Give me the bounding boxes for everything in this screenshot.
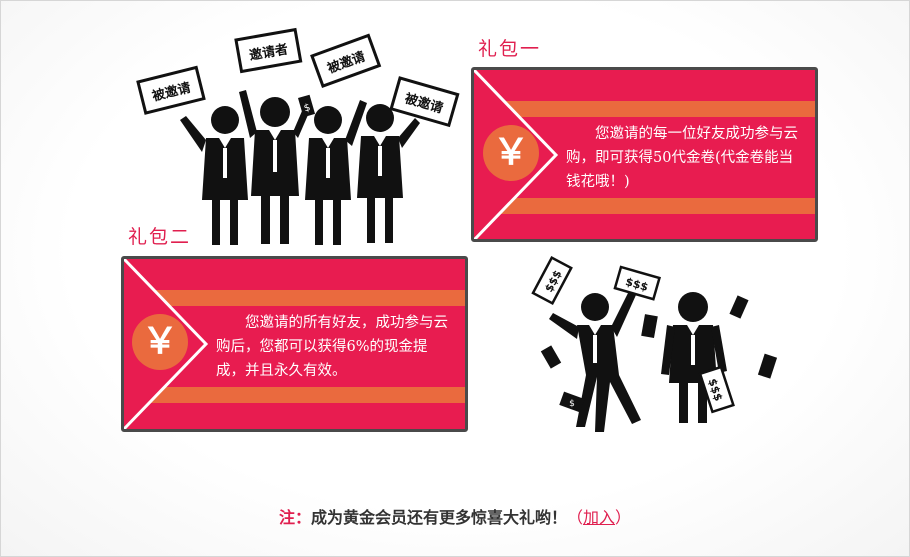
note-open-paren: （ (566, 508, 583, 527)
note-prefix: 注： (278, 508, 311, 527)
join-link[interactable]: 加入 (583, 508, 616, 527)
note-close-paren: ） (615, 508, 632, 527)
package-1-card: ￥ 您邀请的每一位好友成功参与云购，即可获得50代金卷(代金卷能当钱花哦！) (471, 67, 818, 242)
card-band (474, 198, 815, 214)
card-band (124, 387, 465, 403)
package-2-title: 礼包二 (128, 226, 192, 248)
money-people-illustration: $$$ $$$ $$$ $ (531, 255, 778, 432)
membership-note: 注：成为黄金会员还有更多惊喜大礼哟！（加入） (0, 504, 910, 528)
package-2-description: 您邀请的所有好友，成功参与云购后，您都可以获得6%的现金提成，并且永久有效。 (216, 315, 448, 379)
invite-people-illustration: 被邀请 邀请者 被邀请 被邀请 $ (136, 27, 460, 245)
card-band (124, 290, 465, 306)
package-1-title: 礼包一 (478, 38, 542, 60)
invite-sign-2: 邀请者 (248, 41, 289, 64)
bill-label-2: $$$ (624, 275, 650, 294)
yuan-coin-icon: ￥ (132, 314, 188, 370)
package-2-card: ￥ 您邀请的所有好友，成功参与云购后，您都可以获得6%的现金提成，并且永久有效。 (121, 256, 468, 432)
package-1-description: 您邀请的每一位好友成功参与云购，即可获得50代金卷(代金卷能当钱花哦！) (566, 126, 798, 190)
money-envelope-mark: $ (569, 399, 575, 409)
yuan-coin-icon: ￥ (483, 125, 539, 181)
invite-envelope-mark: $ (303, 102, 312, 114)
note-text: 成为黄金会员还有更多惊喜大礼哟！ (310, 508, 567, 527)
card-band (474, 101, 815, 117)
